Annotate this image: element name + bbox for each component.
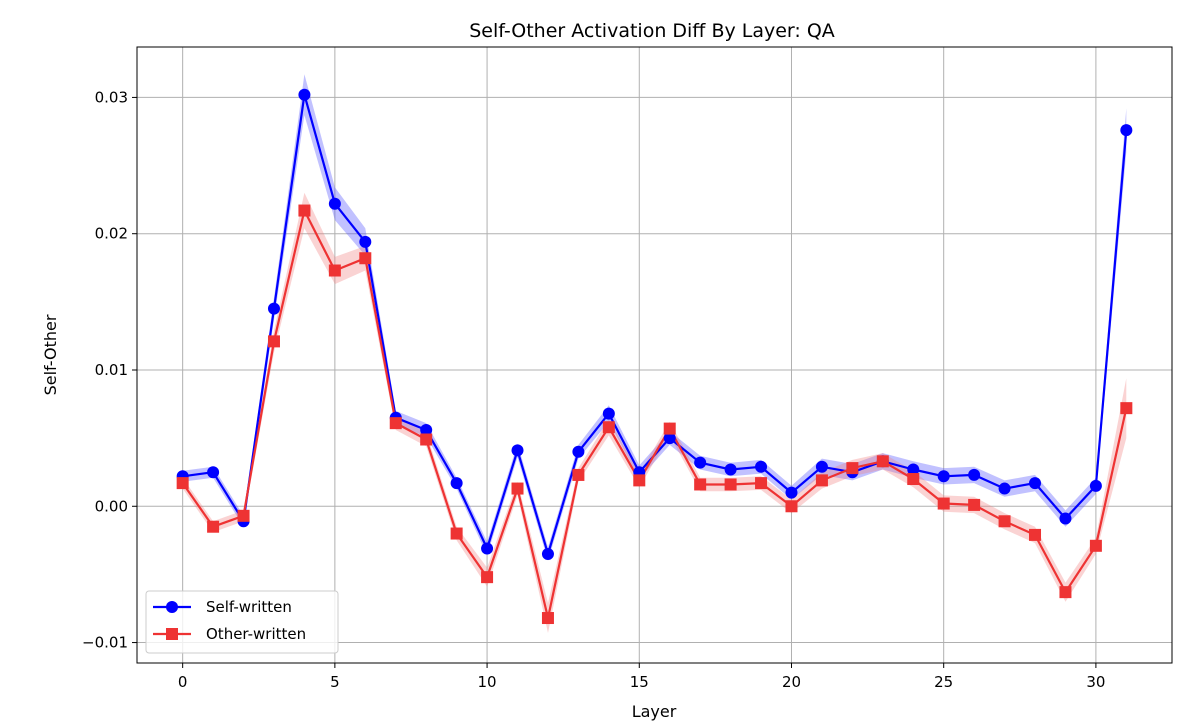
data-point-series-1 (267, 302, 280, 315)
legend-label-1: Self-written (206, 598, 292, 616)
data-point-series-1 (1089, 479, 1102, 492)
data-point-series-1 (481, 542, 494, 555)
data-point-series-1 (298, 88, 311, 101)
data-point-series-2 (572, 468, 585, 481)
data-point-series-1 (511, 444, 524, 457)
y-axis-ticks: −0.01 0.00 0.01 0.02 0.03 (82, 88, 137, 652)
x-axis-ticks: 0 5 10 15 20 25 30 (178, 663, 1105, 691)
data-point-series-2 (755, 477, 768, 490)
data-point-series-1 (815, 460, 828, 473)
data-point-series-2 (481, 571, 494, 584)
plot-frame (136, 46, 1173, 664)
y-tick-label: 0.01 (95, 361, 128, 379)
data-point-series-2 (267, 335, 280, 348)
y-tick-label: 0.00 (95, 497, 128, 515)
data-point-series-2 (207, 520, 220, 533)
x-tick-label: 20 (782, 673, 801, 691)
data-point-series-2 (450, 527, 463, 540)
data-point-series-2 (237, 509, 250, 522)
x-tick-label: 15 (630, 673, 649, 691)
data-point-series-2 (1120, 402, 1133, 415)
chart-title: Self-Other Activation Diff By Layer: QA (469, 20, 835, 42)
data-point-series-1 (1029, 477, 1042, 490)
y-tick-label: 0.02 (95, 225, 128, 243)
plot-area (137, 47, 1172, 663)
legend-label-2: Other-written (206, 625, 306, 643)
data-point-series-2 (633, 474, 646, 487)
data-point-series-1 (663, 432, 676, 445)
series-markers (176, 88, 1133, 625)
x-axis-label: Layer (632, 702, 677, 721)
data-point-series-1 (755, 460, 768, 473)
data-point-series-1 (1059, 512, 1072, 525)
data-point-series-2 (420, 433, 433, 446)
data-point-series-2 (694, 478, 707, 491)
y-tick-label: −0.01 (82, 634, 128, 652)
legend-marker-1 (166, 601, 178, 613)
data-point-series-1 (541, 547, 554, 560)
data-point-series-2 (785, 500, 798, 513)
data-point-series-1 (907, 463, 920, 476)
y-tick-label: 0.03 (95, 88, 128, 106)
data-point-series-1 (694, 456, 707, 469)
data-point-series-2 (846, 462, 859, 475)
x-tick-label: 5 (330, 673, 340, 691)
legend: Self-written Other-written (145, 590, 339, 654)
legend-marker-2 (166, 628, 178, 640)
data-point-series-2 (602, 421, 615, 434)
data-point-series-1 (420, 423, 433, 436)
data-point-series-2 (1029, 528, 1042, 541)
data-point-series-2 (815, 474, 828, 487)
x-tick-label: 10 (478, 673, 497, 691)
x-tick-label: 25 (934, 673, 953, 691)
data-point-series-2 (298, 204, 311, 217)
data-point-series-1 (359, 235, 372, 248)
data-point-series-2 (998, 515, 1011, 528)
data-point-series-2 (176, 477, 189, 490)
data-point-series-1 (450, 477, 463, 490)
legend-box (145, 590, 339, 654)
data-point-series-2 (541, 612, 554, 625)
data-point-series-1 (968, 468, 981, 481)
x-tick-label: 30 (1086, 673, 1105, 691)
data-point-series-2 (1059, 586, 1072, 599)
data-point-series-1 (602, 407, 615, 420)
data-point-series-1 (724, 463, 737, 476)
data-point-series-2 (968, 498, 981, 511)
y-axis-label: Self-Other (41, 314, 60, 395)
data-point-series-2 (724, 478, 737, 491)
data-point-series-2 (937, 497, 950, 510)
data-point-series-1 (207, 466, 220, 479)
data-point-series-2 (876, 455, 889, 468)
x-tick-label: 0 (178, 673, 188, 691)
data-point-series-2 (328, 264, 341, 277)
data-point-series-2 (389, 417, 402, 430)
data-point-series-2 (511, 482, 524, 495)
data-point-series-1 (328, 197, 341, 210)
data-point-series-1 (937, 470, 950, 483)
data-point-series-1 (572, 445, 585, 458)
data-point-series-2 (663, 422, 676, 435)
data-point-series-2 (1089, 539, 1102, 552)
data-point-series-2 (907, 473, 920, 486)
data-point-series-1 (785, 486, 798, 499)
data-point-series-1 (998, 482, 1011, 495)
data-point-series-1 (1120, 124, 1133, 137)
data-point-series-2 (359, 252, 372, 265)
